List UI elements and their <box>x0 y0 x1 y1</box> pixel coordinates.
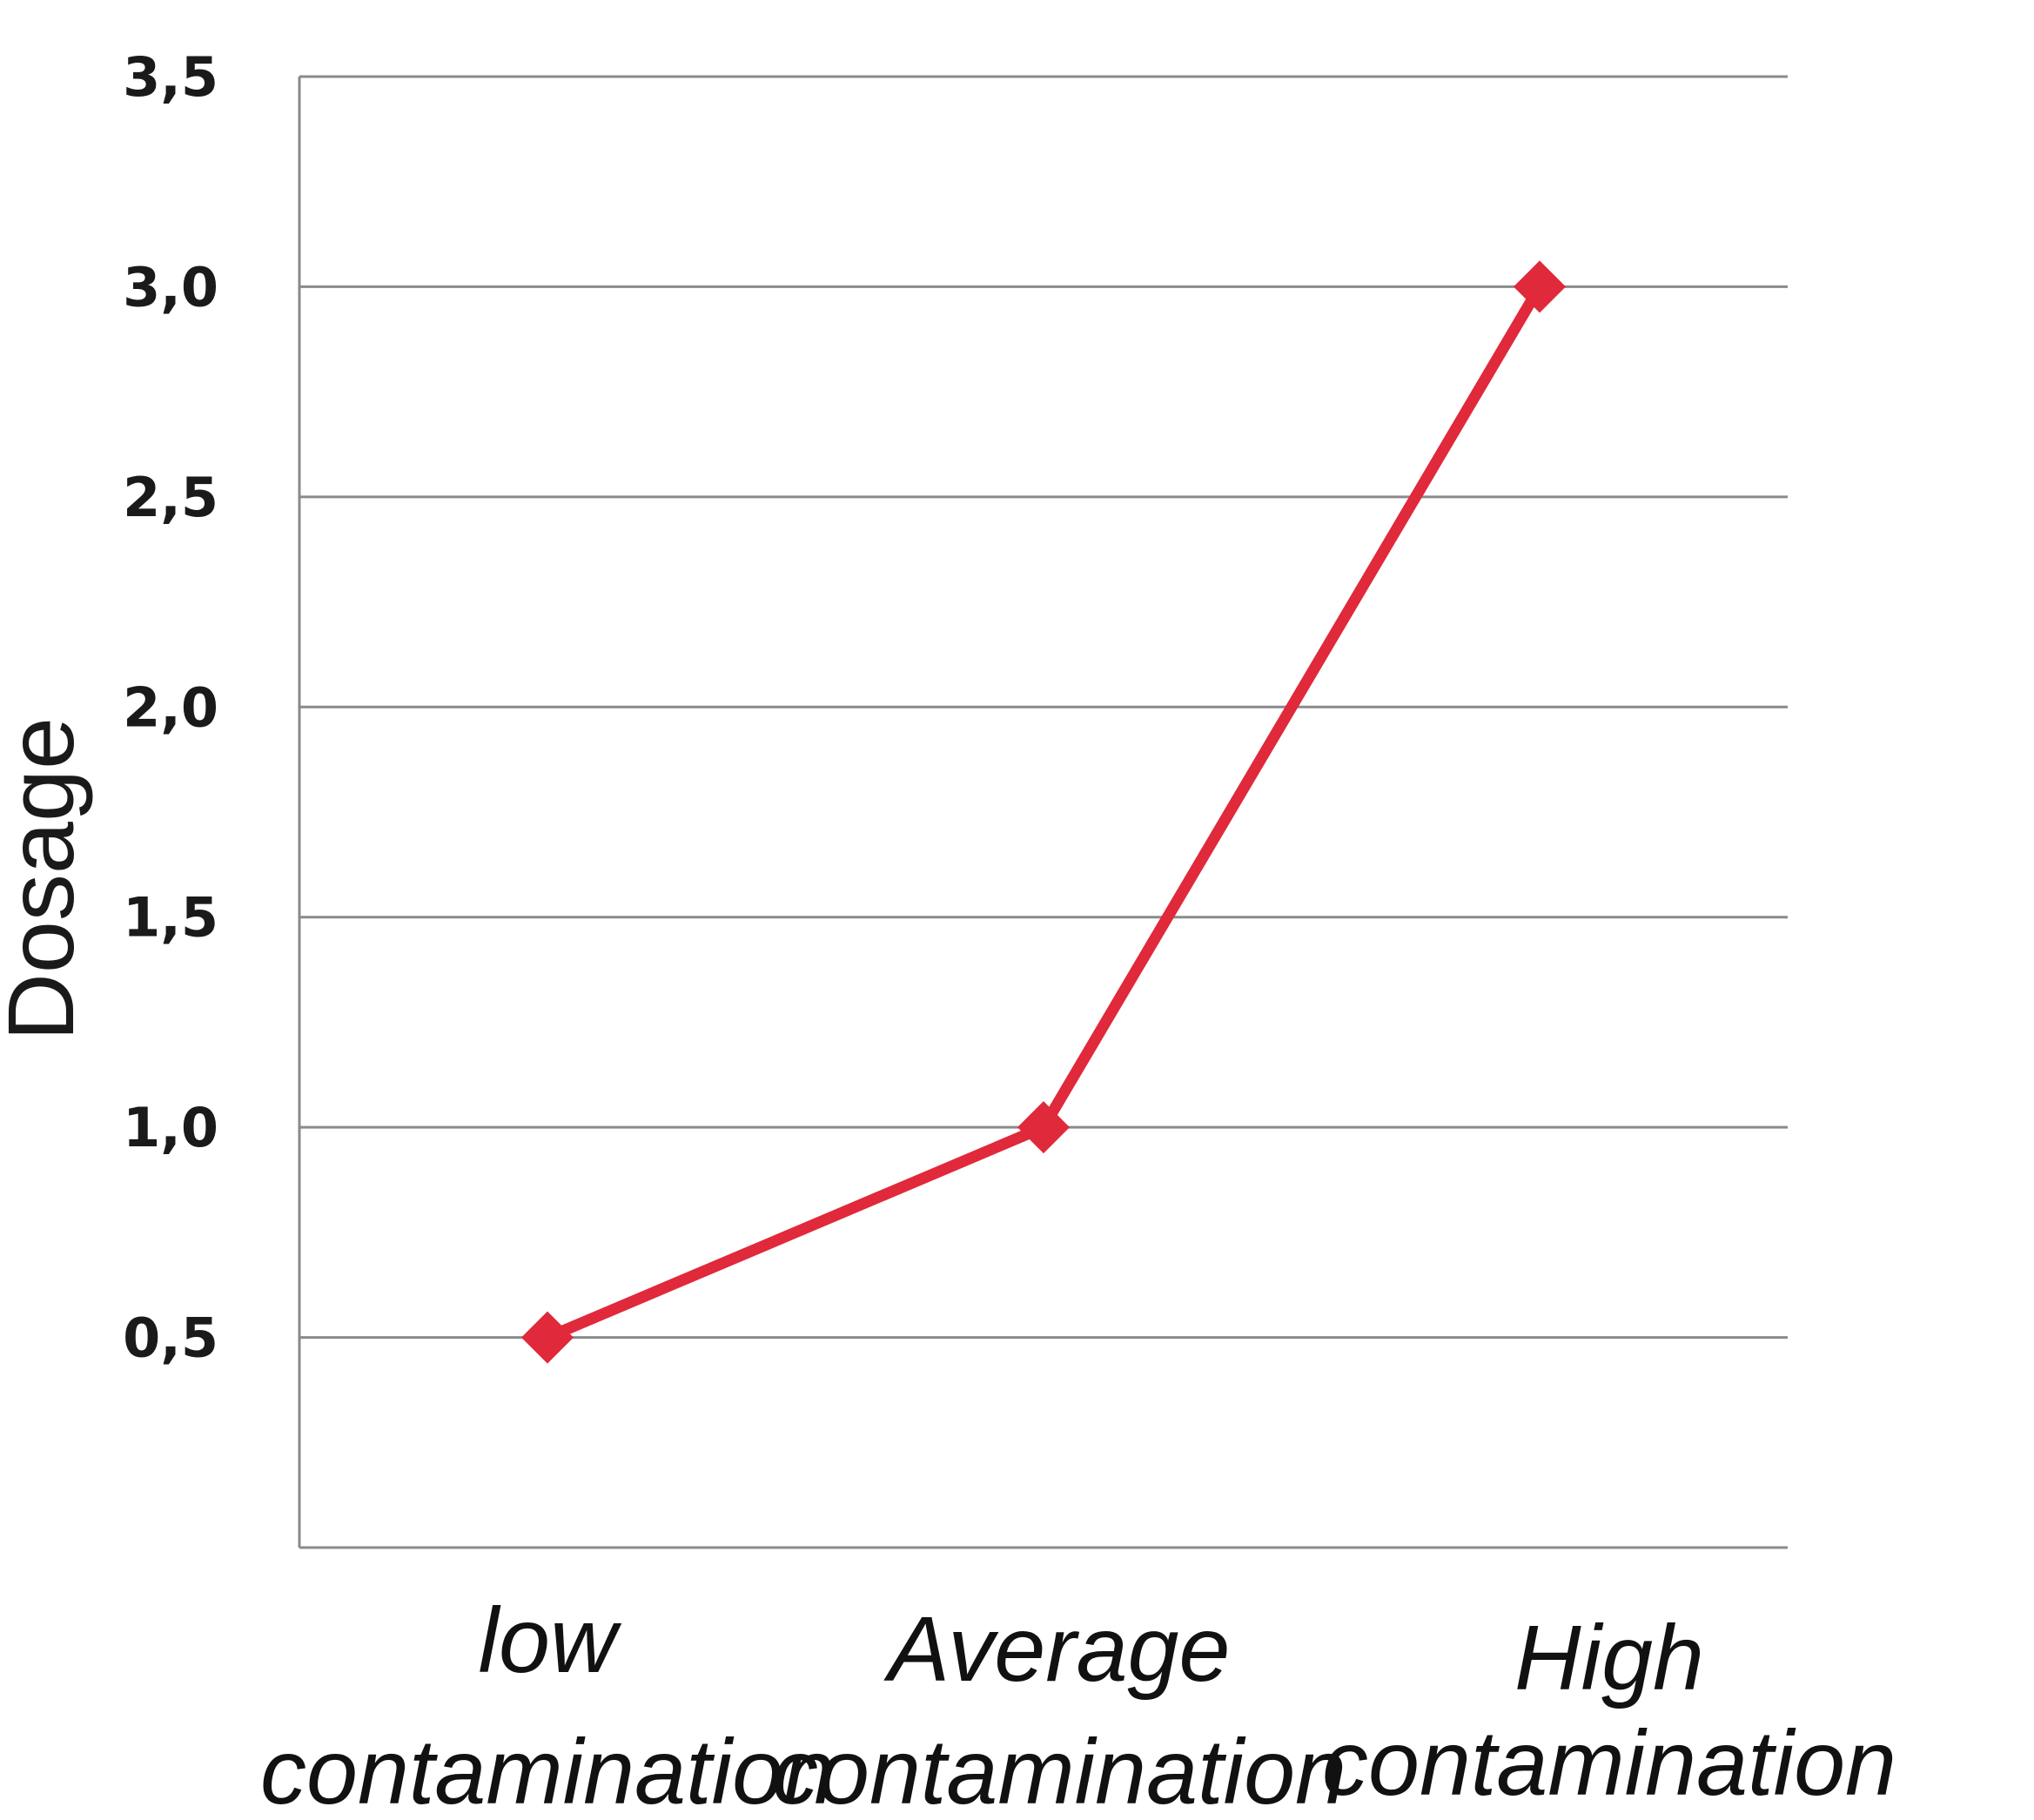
data-point-marker <box>1514 260 1566 313</box>
y-tick-label: 3,5 <box>123 45 218 109</box>
y-tick-label: 2,5 <box>123 466 218 529</box>
y-tick-labels: 0,5 1,0 1,5 2,0 2,5 3,0 3,5 <box>123 45 218 1370</box>
x-tick-label: High contamination <box>1322 1607 1896 1815</box>
series-line <box>541 280 1546 1344</box>
y-tick-label: 1,0 <box>123 1096 218 1159</box>
grid-layer <box>299 75 1788 1549</box>
data-point-marker <box>1017 1101 1070 1154</box>
y-tick-label: 0,5 <box>123 1306 218 1370</box>
x-tick-label: low contamination <box>260 1589 835 1820</box>
data-point-marker <box>521 1311 574 1364</box>
y-tick-label: 1,5 <box>123 886 218 950</box>
series-layer <box>521 260 1566 1364</box>
y-tick-label: 3,0 <box>123 255 218 319</box>
y-axis-label: Dosage <box>0 717 93 1041</box>
x-tick-label: Average contamination <box>772 1598 1346 1820</box>
y-tick-label: 2,0 <box>123 675 218 739</box>
